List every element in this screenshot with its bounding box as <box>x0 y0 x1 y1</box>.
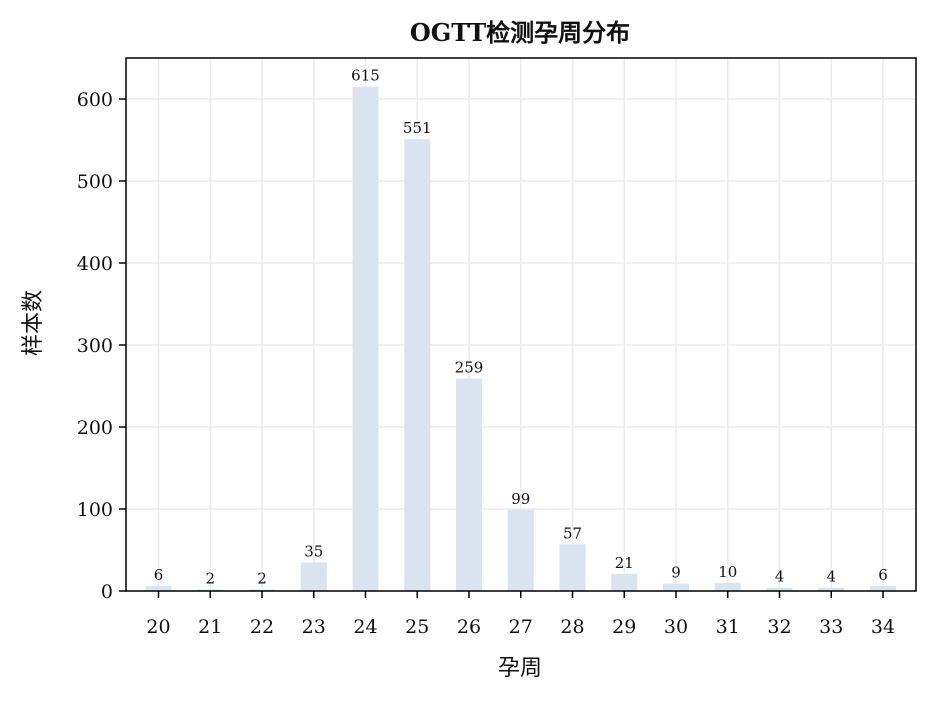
data-label: 4 <box>775 568 785 586</box>
x-tick-label: 32 <box>767 616 791 638</box>
data-labels: 6 2 2 35 615 551 259 99 57 21 9 10 4 4 6 <box>154 67 888 588</box>
x-tick-label: 21 <box>198 616 222 638</box>
data-label: 9 <box>671 564 681 582</box>
bar <box>197 589 224 591</box>
bar <box>300 562 327 591</box>
data-label: 615 <box>351 67 380 85</box>
bar <box>714 582 741 591</box>
bar <box>352 86 379 591</box>
bar <box>456 378 482 591</box>
bar <box>663 583 689 591</box>
data-label: 57 <box>563 524 582 542</box>
bar <box>507 509 534 591</box>
data-label: 4 <box>826 568 836 586</box>
chart-title: OGTT检测孕周分布 <box>410 18 630 47</box>
x-tick-label: 24 <box>353 616 377 638</box>
data-label: 21 <box>615 554 634 572</box>
data-label: 10 <box>718 563 737 581</box>
data-label: 6 <box>154 566 164 584</box>
y-tick-label: 100 <box>77 499 113 521</box>
bar <box>818 587 845 591</box>
x-tick-label: 33 <box>819 616 843 638</box>
bar <box>870 586 896 591</box>
x-tick-label: 30 <box>664 616 688 638</box>
x-tick-label: 34 <box>871 616 895 638</box>
data-label: 99 <box>511 490 530 508</box>
x-tick-label: 23 <box>302 616 326 638</box>
bars <box>145 86 896 591</box>
data-label: 35 <box>304 542 323 560</box>
y-tick-label: 300 <box>77 335 113 357</box>
y-tick-label: 400 <box>77 253 113 275</box>
x-tick-label: 29 <box>612 616 636 638</box>
data-label: 551 <box>403 119 432 137</box>
x-tick-label: 20 <box>146 616 170 638</box>
y-tick-label: 500 <box>77 171 113 193</box>
x-tick-label: 31 <box>716 616 740 638</box>
data-label: 2 <box>257 569 267 587</box>
x-tick-label: 28 <box>560 616 584 638</box>
bar <box>145 586 172 591</box>
bar <box>611 573 638 591</box>
x-tick-label: 25 <box>405 616 429 638</box>
x-tick-label: 27 <box>509 616 533 638</box>
bar <box>559 544 586 591</box>
y-tick-label: 200 <box>77 417 113 439</box>
x-tick-label: 26 <box>457 616 481 638</box>
data-label: 259 <box>455 359 484 377</box>
y-axis-label: 样本数 <box>21 290 46 356</box>
bar <box>404 139 431 591</box>
y-tick-label: 0 <box>101 581 113 603</box>
x-axis-label: 孕周 <box>498 656 542 681</box>
y-tick-label: 600 <box>77 89 113 111</box>
bar <box>249 589 275 591</box>
x-tick-label: 22 <box>250 616 274 638</box>
data-label: 6 <box>878 566 888 584</box>
data-label: 2 <box>205 569 215 587</box>
bar <box>766 587 793 591</box>
